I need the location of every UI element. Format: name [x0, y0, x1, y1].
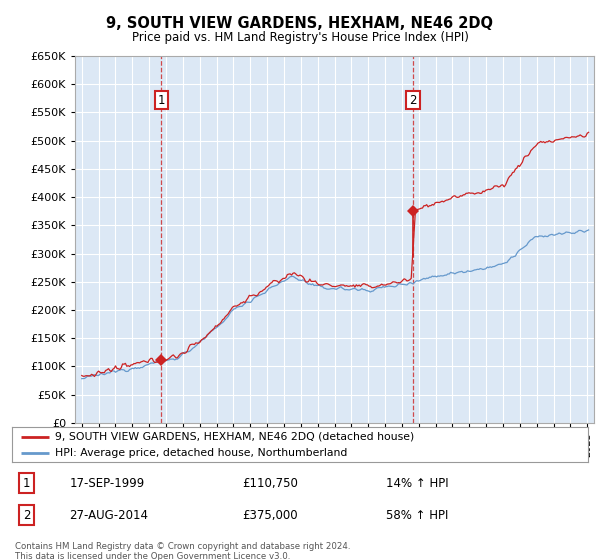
Text: 58% ↑ HPI: 58% ↑ HPI [386, 509, 449, 522]
Text: 27-AUG-2014: 27-AUG-2014 [70, 509, 149, 522]
Text: £375,000: £375,000 [242, 509, 298, 522]
Text: Contains HM Land Registry data © Crown copyright and database right 2024.
This d: Contains HM Land Registry data © Crown c… [15, 542, 350, 560]
Text: Price paid vs. HM Land Registry's House Price Index (HPI): Price paid vs. HM Land Registry's House … [131, 31, 469, 44]
Text: 1: 1 [158, 94, 165, 106]
Text: 2: 2 [409, 94, 416, 106]
Text: 17-SEP-1999: 17-SEP-1999 [70, 477, 145, 490]
Text: 9, SOUTH VIEW GARDENS, HEXHAM, NE46 2DQ (detached house): 9, SOUTH VIEW GARDENS, HEXHAM, NE46 2DQ … [55, 432, 415, 442]
Text: 14% ↑ HPI: 14% ↑ HPI [386, 477, 449, 490]
Text: HPI: Average price, detached house, Northumberland: HPI: Average price, detached house, Nort… [55, 447, 347, 458]
Text: 9, SOUTH VIEW GARDENS, HEXHAM, NE46 2DQ: 9, SOUTH VIEW GARDENS, HEXHAM, NE46 2DQ [107, 16, 493, 31]
Text: 1: 1 [23, 477, 30, 490]
Text: £110,750: £110,750 [242, 477, 298, 490]
Text: 2: 2 [23, 509, 30, 522]
